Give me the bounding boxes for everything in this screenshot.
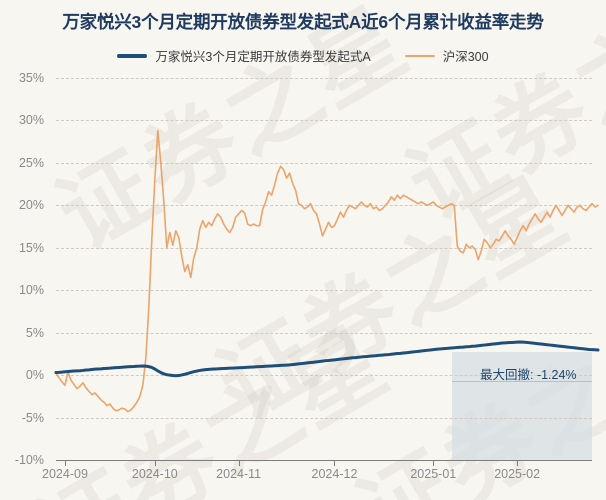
gridline [56,375,592,377]
x-axis-tick [64,460,66,466]
line-fund [54,340,600,378]
page-title: 万家悦兴3个月定期开放债券型发起式A近6个月累计收益率走势 [62,12,544,32]
y-axis-tick-label: 15% [18,240,44,255]
drawdown-baseline [452,381,592,382]
y-axis-tick-label: 5% [25,325,44,340]
x-axis-tick [238,460,240,466]
gridline [56,205,592,207]
x-axis-tick-label: 2025-02 [494,467,541,481]
legend-item-fund[interactable]: 万家悦兴3个月定期开放债券型发起式A [117,46,371,65]
x-axis-tick [154,460,156,466]
gridline [56,332,592,334]
x-axis-tick-label: 2024-11 [216,467,262,481]
x-axis-tick-label: 2024-12 [311,467,358,481]
plot-area: 35% 30% 25% 20% 15% 10% 5% 0% -5% -10% 2024-09 202… [15,71,600,481]
gridline [56,290,592,292]
x-axis-tick [433,460,435,466]
y-axis-tick-label: 35% [18,71,44,85]
gridline [56,162,592,164]
y-axis-tick-label: 30% [18,113,44,128]
y-axis-tick-label: 20% [18,198,44,213]
chart-legend: 万家悦兴3个月定期开放债券型发起式A 沪深300 [0,46,606,65]
gridline [56,120,592,122]
x-axis-tick-label: 2025-01 [410,467,457,481]
drawdown-shaded-region [452,352,592,460]
line-benchmark [55,129,599,413]
x-axis-tick [334,460,336,466]
gridline [56,247,592,249]
y-axis-tick-label: 25% [18,155,44,170]
y-axis-tick-label: 0% [25,368,44,383]
legend-swatch-benchmark [404,54,435,57]
legend-swatch-fund [117,53,148,58]
legend-label-benchmark: 沪深300 [442,50,489,64]
x-axis-tick [517,460,519,466]
legend-label-fund: 万家悦兴3个月定期开放债券型发起式A [155,50,371,64]
legend-item-benchmark[interactable]: 沪深300 [404,46,489,65]
y-axis-tick-label: 10% [18,283,44,298]
series-layer [54,129,600,413]
y-axis-tick-label: -5% [21,410,44,425]
gridline [56,78,592,79]
x-axis-tick-label: 2024-10 [131,467,178,481]
max-drawdown-annotation: 最大回撤: -1.24% [480,368,577,382]
y-axis-tick-label: -10% [14,453,44,467]
x-axis-tick-label: 2024-09 [42,467,88,481]
x-axis-line [56,460,592,461]
gridline [56,417,592,419]
